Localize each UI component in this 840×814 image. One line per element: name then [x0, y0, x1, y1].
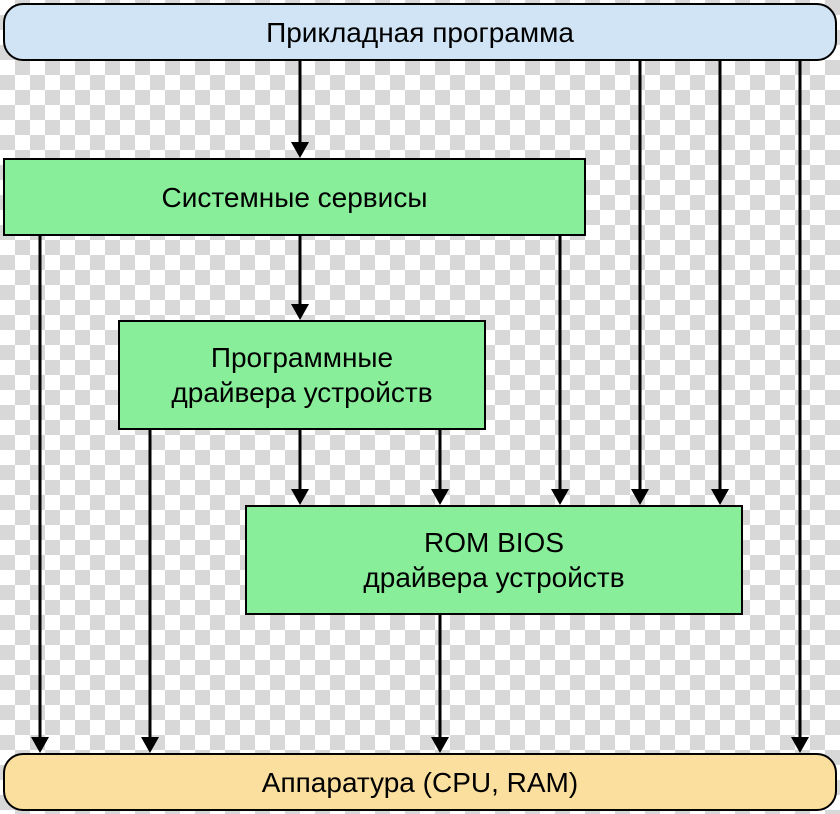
node-label: Аппаратура (CPU, RAM)	[262, 765, 578, 800]
arrow-bios-to-hardware	[431, 615, 449, 753]
arrow-app-to-bios-1	[631, 61, 649, 505]
arrow-app-to-hardware	[791, 61, 809, 753]
arrow-app-to-bios-2	[711, 61, 729, 505]
arrow-services-to-hardware	[31, 236, 49, 753]
arrow-drivers-to-hardware	[141, 430, 159, 753]
node-label: Прикладная программа	[266, 15, 574, 50]
node-application-program: Прикладная программа	[3, 3, 837, 61]
node-label: Программныедрайвера устройств	[171, 340, 432, 410]
node-rom-bios-drivers: ROM BIOSдрайвера устройств	[245, 505, 743, 615]
arrow-drivers-to-bios-2	[431, 430, 449, 505]
node-hardware: Аппаратура (CPU, RAM)	[3, 753, 837, 811]
node-system-services: Системные сервисы	[3, 158, 586, 236]
node-software-device-drivers: Программныедрайвера устройств	[118, 320, 486, 430]
arrow-drivers-to-bios-1	[291, 430, 309, 505]
arrow-services-to-bios	[551, 236, 569, 505]
arrow-services-to-drivers	[291, 236, 309, 320]
node-label: Системные сервисы	[162, 180, 428, 215]
arrow-app-to-services	[291, 61, 309, 158]
node-label: ROM BIOSдрайвера устройств	[363, 525, 624, 595]
